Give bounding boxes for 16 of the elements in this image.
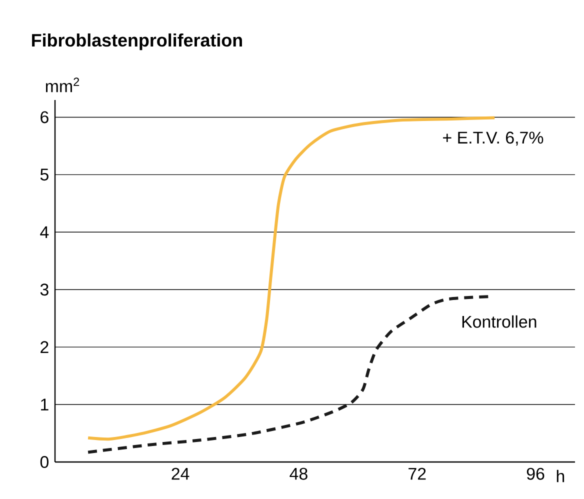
x-axis-title: h — [556, 470, 564, 482]
x-tick-label: 48 — [290, 468, 308, 480]
y-axis-title: mm$^{2}$ — [46, 78, 80, 92]
x-tick-label: 72 — [408, 468, 426, 480]
y-tick-label: 3 — [40, 284, 48, 296]
y-tick-label: 1 — [41, 398, 48, 410]
series-label: Kontrollen — [462, 315, 536, 328]
y-tick-label: 2 — [40, 341, 48, 353]
y-tick-label: 6 — [40, 111, 48, 124]
y-tick-label: 5 — [40, 168, 48, 181]
y-tick-label: 0 — [40, 456, 49, 468]
x-tick-label: 96 — [526, 468, 544, 480]
chart-title: Fibroblastenproliferation — [32, 33, 242, 50]
x-tick-label: 24 — [172, 468, 190, 480]
series-label: + E.T.V. 6,7% — [443, 132, 544, 146]
y-tick-label: 4 — [40, 226, 49, 238]
